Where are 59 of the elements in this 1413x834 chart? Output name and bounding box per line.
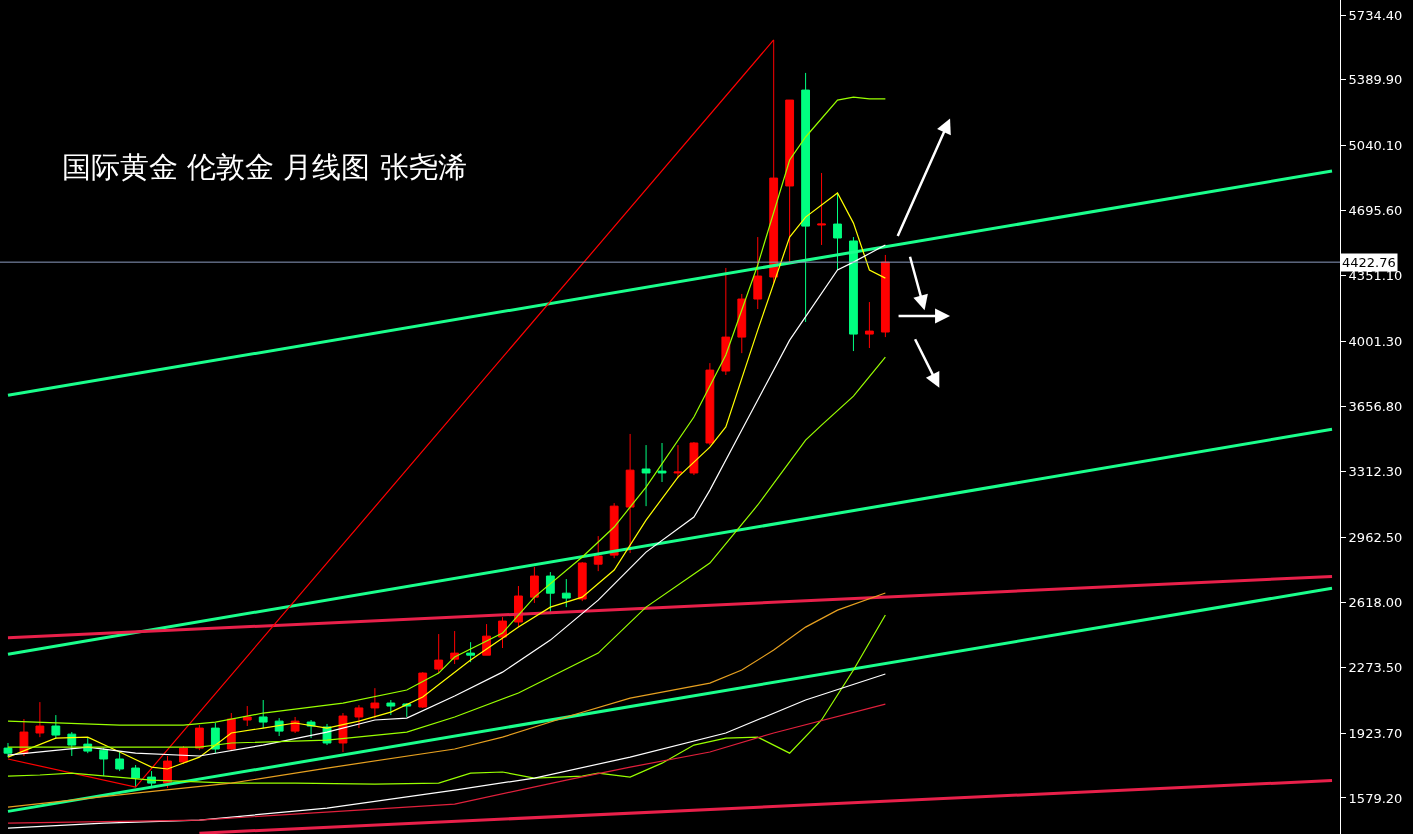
y-tick-label: 4001.30: [1348, 334, 1403, 350]
candlestick: [258, 699, 268, 729]
candlestick: [418, 671, 428, 709]
line-series: [7, 614, 886, 785]
candlestick: [35, 701, 45, 738]
y-tick-label: 4351.10: [1348, 268, 1403, 284]
candlestick: [3, 742, 13, 758]
y-tick-label: 2962.50: [1348, 529, 1403, 545]
candlestick: [753, 236, 763, 310]
text: 国际黄金 伦敦金 月线图 张尧浠: [62, 150, 467, 184]
candlestick: [195, 724, 204, 751]
candlestick: [115, 750, 125, 772]
candlestick: [721, 267, 731, 376]
candlestick: [705, 362, 715, 446]
line-series: [7, 673, 886, 829]
candlestick: [880, 254, 890, 338]
candlestick: [131, 764, 140, 788]
candlestick: [625, 433, 635, 554]
y-tick-label: 1923.70: [1348, 725, 1403, 741]
candlestick: [817, 172, 826, 246]
candlestick: [737, 293, 747, 354]
candlestick: [849, 236, 858, 352]
line-series: [7, 96, 886, 726]
ref-line-label: 4422.76: [1342, 255, 1396, 270]
y-tick-label: 4695.60: [1348, 203, 1403, 219]
candlestick: [99, 747, 109, 777]
candlestick: [210, 722, 220, 754]
y-tick-label: 3656.80: [1348, 399, 1403, 415]
candlestick: [833, 192, 842, 271]
y-tick-label: 5389.90: [1348, 72, 1403, 88]
candlestick: [386, 699, 396, 716]
candlestick: [609, 502, 619, 559]
candlestick: [561, 578, 571, 608]
y-tick-label: 2273.50: [1348, 659, 1403, 675]
candlestick: [801, 72, 810, 323]
candlestick: [577, 561, 587, 602]
candlestick: [785, 99, 795, 264]
candlestick: [466, 641, 475, 663]
candlestick: [242, 705, 252, 727]
candlestick: [657, 442, 667, 483]
y-tick-label: 1579.20: [1348, 790, 1403, 806]
candlestick: [593, 535, 603, 572]
line-series: [7, 592, 886, 808]
candlestick: [434, 633, 444, 674]
candlestick: [51, 714, 61, 740]
y-tick-label: 5734.40: [1348, 7, 1403, 23]
candlestick: [641, 444, 651, 507]
line-series: [7, 703, 886, 824]
y-tick-label: 5040.10: [1348, 138, 1403, 154]
candlestick: [865, 301, 874, 349]
y-tick-label: 3312.30: [1348, 463, 1403, 479]
candlestick: [354, 704, 364, 729]
candlestick: [370, 687, 380, 719]
candlestick: [689, 441, 699, 476]
y-tick-label: 2618.00: [1348, 594, 1403, 610]
line-series: [7, 356, 886, 748]
candlestick: [67, 731, 77, 757]
candlestick: [673, 444, 683, 479]
candlestick: [530, 566, 539, 604]
